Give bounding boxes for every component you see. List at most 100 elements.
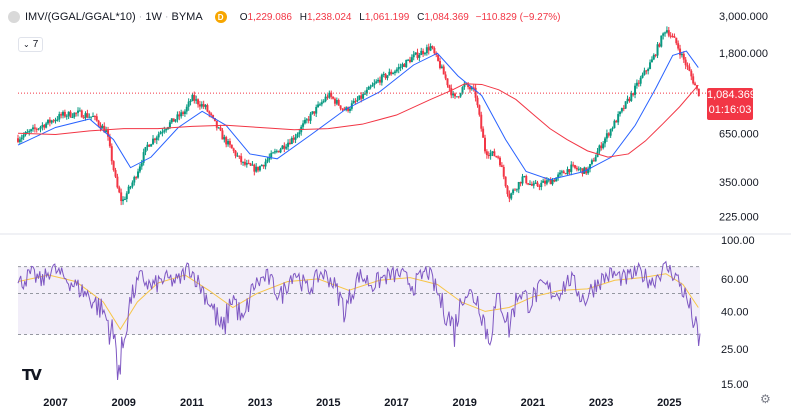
candle-body: [405, 59, 408, 67]
candle-body: [58, 114, 61, 120]
candle-body: [594, 157, 597, 162]
candle-body: [230, 144, 233, 149]
candle-body: [645, 70, 648, 72]
price-pane[interactable]: [17, 26, 706, 206]
exchange-label[interactable]: BYMA: [171, 11, 203, 23]
candle-body: [245, 162, 248, 165]
candle-body: [198, 104, 201, 107]
indicators-toggle-button[interactable]: ⌄ 7: [18, 37, 44, 52]
candle-body: [18, 139, 21, 142]
candle-body: [568, 169, 571, 172]
candle-body: [583, 167, 586, 174]
moving-average-long-line: [17, 83, 699, 158]
candle-body: [365, 89, 368, 94]
candle-body: [619, 111, 622, 115]
candle-body: [266, 159, 269, 162]
candle-body: [129, 186, 132, 188]
interval-label[interactable]: 1W: [145, 11, 162, 23]
candle-body: [559, 172, 562, 175]
candle-body: [39, 126, 42, 129]
candle-body: [697, 88, 700, 96]
candle-body: [69, 111, 72, 118]
candle-body: [108, 136, 111, 147]
candle-body: [77, 110, 80, 113]
candle-body: [367, 86, 370, 90]
candle-body: [174, 119, 177, 122]
rsi-pane[interactable]: [17, 260, 701, 381]
candle-body: [290, 137, 293, 145]
candle-body: [564, 173, 567, 175]
candle-body: [510, 193, 513, 199]
candle-body: [386, 75, 389, 79]
candle-body: [33, 127, 36, 129]
candle-body: [690, 70, 693, 77]
candle-body: [525, 176, 528, 184]
candle-body: [500, 165, 503, 167]
candle-body: [242, 161, 245, 163]
candle-body: [527, 183, 530, 185]
candle-body: [17, 138, 19, 142]
candle-body: [635, 82, 638, 86]
candle-body: [148, 144, 151, 147]
candle-body: [272, 152, 275, 154]
candle-body: [285, 146, 288, 149]
candle-body: [326, 96, 329, 98]
candle-body: [679, 48, 682, 56]
close-label: C: [417, 11, 425, 23]
price-axis[interactable]: 3,000.000 1,800.000 650.000 350.000 225.000: [719, 11, 768, 224]
candle-body: [258, 166, 261, 171]
time-axis-label: 2017: [384, 397, 408, 409]
tradingview-logo[interactable]: TV: [22, 366, 42, 384]
candle-body: [159, 132, 162, 135]
candle-body: [114, 170, 117, 177]
time-axis[interactable]: 2007 2009 2011 2013 2015 2017 2019 2021 2023 2025: [43, 397, 681, 409]
candle-body: [521, 176, 524, 184]
candle-body: [75, 112, 78, 114]
candle-body: [268, 157, 271, 160]
symbol-title[interactable]: IMV/(GGAL/GGAL*10): [25, 11, 136, 23]
candle-body: [487, 155, 490, 157]
candle-body: [142, 152, 145, 163]
candle-body: [403, 64, 406, 67]
candle-body: [204, 105, 207, 107]
high-value: 1,238.024: [306, 11, 352, 23]
candle-body: [549, 179, 552, 185]
candle-body: [656, 44, 659, 56]
candle-body: [587, 168, 590, 174]
candle-body: [152, 138, 155, 145]
candle-body: [97, 120, 100, 126]
candle-body: [86, 113, 89, 118]
candle-body: [450, 87, 453, 96]
candle-body: [288, 142, 291, 145]
delayed-data-badge[interactable]: D: [214, 11, 227, 23]
candle-body: [112, 161, 115, 171]
candle-body: [311, 111, 314, 114]
candle-body: [371, 85, 374, 87]
time-axis-label: 2011: [180, 397, 204, 409]
indicator-count: 7: [32, 39, 39, 50]
candle-body: [497, 156, 500, 158]
candle-body: [202, 104, 205, 107]
candle-body: [197, 99, 200, 105]
candle-body: [165, 128, 168, 131]
candle-body: [95, 116, 98, 121]
candle-body: [617, 114, 620, 123]
candle-body: [217, 127, 220, 129]
candle-body: [352, 100, 355, 104]
candle-body: [423, 53, 426, 55]
candle-body: [84, 113, 87, 118]
candle-body: [227, 141, 230, 145]
candle-body: [649, 62, 652, 69]
candle-body: [243, 161, 246, 165]
candle-body: [504, 176, 507, 187]
rsi-axis[interactable]: 100.00 60.00 40.00 25.00 15.00: [721, 235, 755, 391]
candle-body: [630, 93, 633, 101]
candle-body: [123, 199, 126, 201]
candle-body: [153, 138, 156, 141]
rsi-axis-label: 60.00: [721, 274, 749, 286]
candle-body: [223, 137, 226, 140]
settings-gear-icon[interactable]: ⚙: [760, 392, 771, 406]
candle-body: [275, 150, 278, 152]
candle-body: [283, 145, 286, 149]
